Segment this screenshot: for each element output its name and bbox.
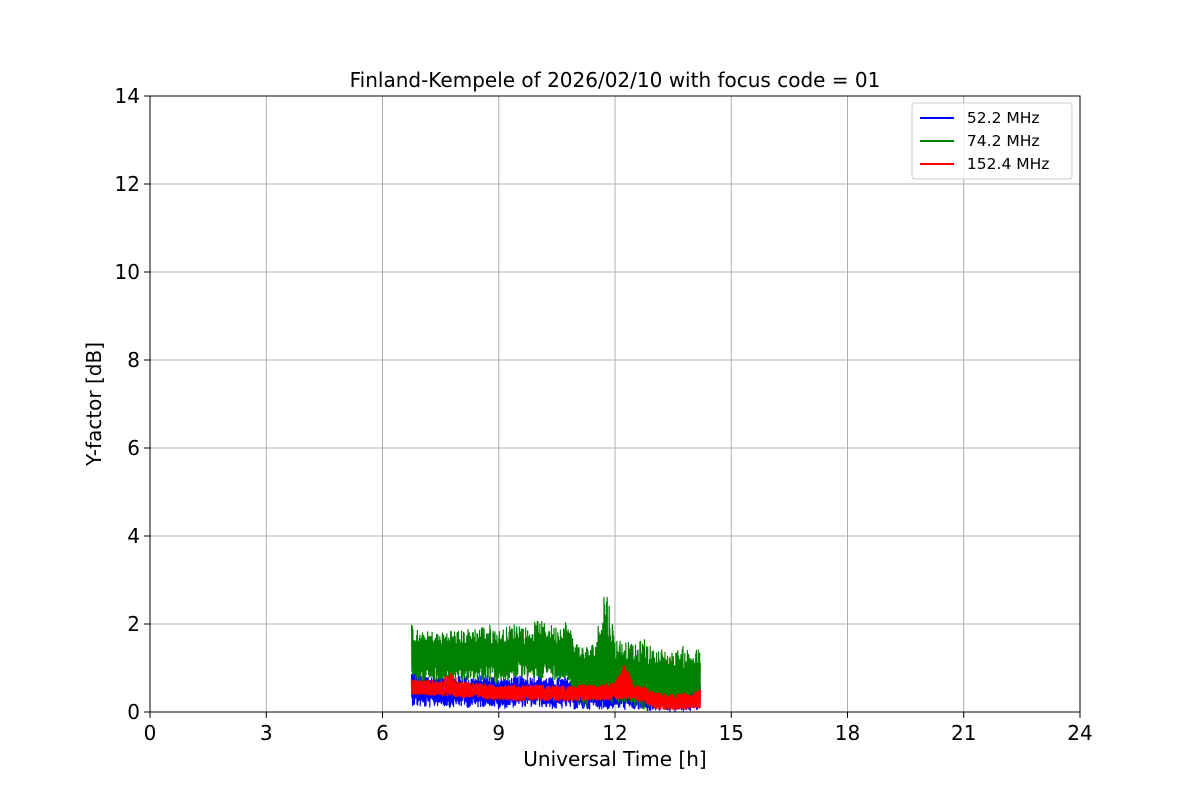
legend: 52.2 MHz 74.2 MHz 152.4 MHz xyxy=(911,102,1073,180)
x-tick-label: 9 xyxy=(492,721,505,745)
series-74mhz-trace xyxy=(410,596,701,710)
legend-label-74mhz: 74.2 MHz xyxy=(962,132,1040,150)
y-axis-label: Y-factor [dB] xyxy=(82,342,106,467)
x-tick-label: 0 xyxy=(144,721,157,745)
legend-label-152mhz: 152.4 MHz xyxy=(962,155,1049,173)
x-tick-label: 18 xyxy=(835,721,860,745)
x-tick-label: 6 xyxy=(376,721,389,745)
x-tick-label: 15 xyxy=(719,721,744,745)
data-series-layer xyxy=(410,596,702,712)
legend-label-52mhz: 52.2 MHz xyxy=(962,109,1040,127)
y-tick-label: 4 xyxy=(127,524,140,548)
y-tick-label: 8 xyxy=(127,348,140,372)
x-axis-label: Universal Time [h] xyxy=(523,747,706,771)
y-tick-label: 2 xyxy=(127,612,140,636)
legend-frame xyxy=(911,102,1073,180)
y-tick-label: 10 xyxy=(115,260,140,284)
series-152mhz-trace xyxy=(410,664,702,711)
y-tick-label: 0 xyxy=(127,700,140,724)
chart-title: Finland-Kempele of 2026/02/10 with focus… xyxy=(350,68,881,92)
y-tick-label: 14 xyxy=(115,84,140,108)
x-tick-label: 12 xyxy=(602,721,627,745)
y-tick-label: 12 xyxy=(115,172,140,196)
y-tick-label: 6 xyxy=(127,436,140,460)
x-tick-label: 21 xyxy=(951,721,976,745)
x-tick-label: 24 xyxy=(1067,721,1092,745)
x-tick-label: 3 xyxy=(260,721,273,745)
